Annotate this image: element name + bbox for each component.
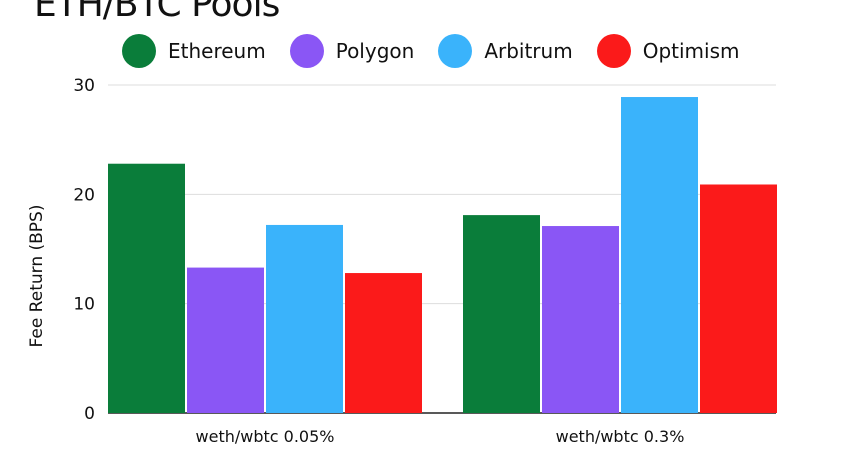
- y-tick-label: 10: [73, 295, 95, 315]
- bar-arbitrum-1: [266, 224, 343, 413]
- bar-polygon-2: [542, 226, 619, 413]
- category-label: weth/wbtc 0.3%: [556, 427, 685, 446]
- legend-label-arbitrum: Arbitrum: [484, 39, 573, 63]
- legend-item-optimism: Optimism: [596, 34, 740, 68]
- bar-ethereum-2: [463, 215, 540, 413]
- chart-title: ETH/BTC Pools: [34, 0, 280, 25]
- y-tick-label: 0: [84, 404, 95, 424]
- bars: [108, 97, 777, 413]
- legend-swatch-polygon: [289, 34, 324, 68]
- y-axis-ticks: 0 10 20 30: [73, 76, 95, 424]
- legend: Ethereum Polygon Arbitrum Optimism: [122, 34, 763, 68]
- y-axis-title: Fee Return (BPS): [27, 205, 47, 348]
- bar-optimism-1: [345, 273, 422, 413]
- y-tick-label: 20: [73, 185, 95, 205]
- category-label: weth/wbtc 0.05%: [196, 427, 335, 446]
- legend-label-ethereum: Ethereum: [168, 39, 266, 63]
- legend-swatch-ethereum: [122, 34, 156, 68]
- legend-swatch-arbitrum: [438, 34, 473, 68]
- bar-ethereum-1: [108, 163, 185, 413]
- bar-polygon-1: [187, 267, 264, 413]
- y-tick-label: 30: [73, 76, 95, 96]
- legend-swatch-optimism: [596, 34, 631, 68]
- bar-optimism-2: [700, 184, 777, 413]
- legend-item-arbitrum: Arbitrum: [438, 34, 573, 68]
- legend-item-ethereum: Ethereum: [122, 34, 266, 68]
- legend-label-optimism: Optimism: [642, 39, 740, 63]
- x-axis-categories: weth/wbtc 0.05% weth/wbtc 0.3%: [196, 427, 685, 446]
- legend-label-polygon: Polygon: [335, 39, 415, 63]
- bar-arbitrum-2: [621, 97, 698, 413]
- legend-item-polygon: Polygon: [289, 34, 415, 68]
